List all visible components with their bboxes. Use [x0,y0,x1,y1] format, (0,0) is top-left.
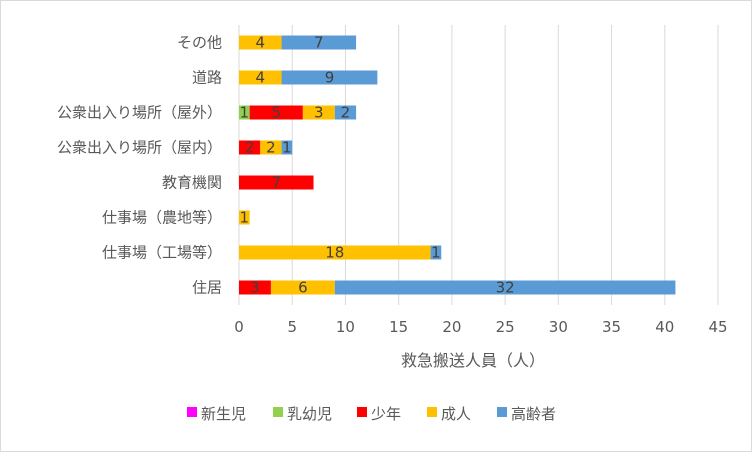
x-tick-label: 5 [287,318,297,336]
x-axis-title: 救急搬送人員（人） [401,351,545,370]
category-label: 仕事場（農地等） [102,209,222,227]
x-tick-label: 40 [655,318,674,336]
data-label: 1 [240,209,250,227]
bar-segment [270,280,335,295]
bar-segment [260,140,282,155]
x-tick-label: 20 [442,318,461,336]
data-label: 2 [266,139,276,157]
data-label: 4 [256,69,266,87]
legend-swatch [357,407,367,417]
bar-segment [239,70,282,85]
data-label: 3 [250,279,260,297]
bar-segment [430,245,442,260]
data-label: 18 [325,244,344,262]
data-label: 2 [341,104,351,122]
category-label: その他 [177,34,222,52]
category-label: 住居 [192,279,222,297]
x-tick-label: 45 [708,318,727,336]
legend-swatch [187,407,197,417]
x-tick-label: 10 [336,318,355,336]
legend-label: 少年 [371,405,401,423]
bar-segment [334,105,357,120]
data-label: 1 [282,139,292,157]
legend-swatch [427,407,437,417]
bar-segment [239,140,261,155]
bar-segment [281,140,293,155]
bar-segment [239,280,271,295]
legend-label: 乳幼児 [287,405,332,423]
bar-segment [239,35,282,50]
category-label: 道路 [192,69,222,87]
bar-segment [249,105,303,120]
bar-segment [281,35,357,50]
x-tick-label: 30 [549,318,568,336]
category-label: 公衆出入り場所（屋内） [57,139,222,157]
data-label: 5 [271,104,281,122]
data-label: 1 [431,244,441,262]
x-tick-label: 25 [496,318,515,336]
x-tick-labels: 0 5 10 15 20 25 30 35 40 45 [234,318,727,336]
data-label: 32 [496,279,515,297]
bar-segment [239,175,314,190]
legend-label: 成人 [441,405,471,423]
data-label: 6 [298,279,308,297]
data-label: 4 [256,34,266,52]
category-label: 仕事場（工場等） [102,244,222,262]
bar-segment [239,210,250,225]
data-label: 9 [325,69,335,87]
x-tick-label: 0 [234,318,244,336]
data-label: 3 [314,104,324,122]
x-tick-label: 15 [389,318,408,336]
data-label: 7 [271,174,281,192]
bar-segment [239,245,431,260]
bar-segment [239,105,250,120]
data-label: 7 [314,34,324,52]
legend-swatch [497,407,507,417]
legend-swatch [273,407,283,417]
data-label: 1 [240,104,250,122]
category-label: 教育機関 [162,174,222,192]
data-label: 2 [245,139,255,157]
bar-segment [302,105,335,120]
gridlines [238,25,719,305]
legend: 新生児 乳幼児 少年 成人 高齢者 [187,405,556,423]
legend-label: 高齢者 [511,405,556,423]
bar-segment [334,280,676,295]
category-label: 公衆出入り場所（屋外） [57,104,222,122]
bar-segment [281,70,378,85]
x-tick-label: 35 [602,318,621,336]
legend-label: 新生児 [201,405,246,423]
